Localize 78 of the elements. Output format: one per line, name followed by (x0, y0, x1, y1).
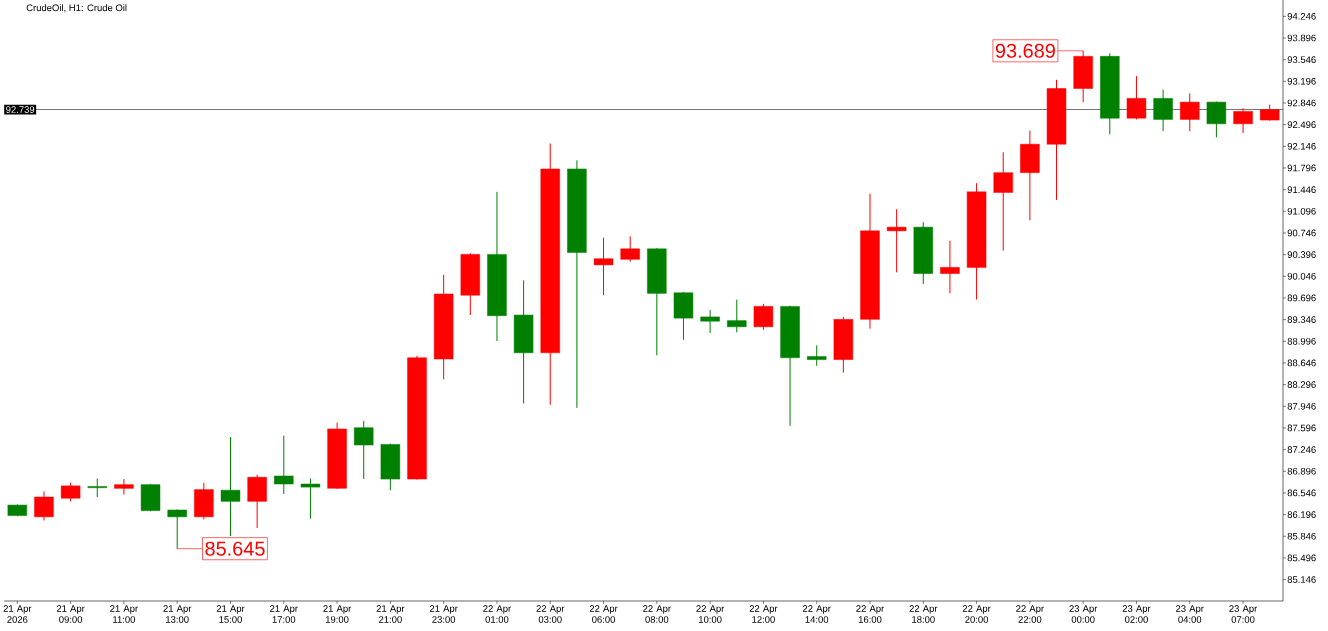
x-tick-label: 21 Apr 15:00 (216, 605, 245, 623)
y-tick-label: 91.796 (1287, 164, 1316, 172)
y-tick-label: 93.196 (1287, 77, 1316, 85)
candlestick (114, 478, 134, 496)
y-tick-label: 90.746 (1287, 229, 1316, 237)
candlestick (753, 303, 774, 331)
y-tick-label: 85.846 (1287, 532, 1316, 540)
y-tick-label: 87.246 (1287, 446, 1316, 453)
y-tick-label: 86.196 (1287, 511, 1316, 518)
x-tick-label: 22 Apr 03:00 (536, 605, 565, 623)
candlestick (220, 436, 241, 537)
x-tick-label: 21 Apr 17:00 (270, 605, 298, 623)
candlestick (274, 435, 294, 495)
y-tick-label: 89.696 (1287, 294, 1316, 302)
x-tick-label: 21 Apr 19:00 (323, 605, 352, 623)
x-tick-label: 22 Apr 20:00 (962, 605, 991, 623)
y-tick-label: 86.546 (1287, 489, 1316, 497)
candlestick (620, 235, 640, 263)
x-tick-label: 23 Apr 04:00 (1176, 605, 1204, 623)
y-tick-label: 88.996 (1287, 337, 1316, 345)
candlestick (300, 477, 321, 520)
x-tick-label: 21 Apr 09:00 (56, 605, 85, 623)
candlestick (60, 482, 81, 502)
candlestick (1233, 107, 1253, 134)
y-tick-label: 92.846 (1287, 99, 1316, 107)
x-tick-label: 21 Apr 23:00 (429, 605, 458, 623)
x-tick-label: 22 Apr 14:00 (802, 605, 831, 623)
candlestick (727, 299, 747, 333)
x-tick-label: 23 Apr 00:00 (1069, 605, 1098, 623)
candlestick (807, 344, 827, 367)
x-tick-label: 22 Apr 18:00 (909, 605, 938, 623)
x-tick-label: 22 Apr 08:00 (643, 605, 671, 623)
x-tick-label: 21 Apr 13:00 (163, 605, 192, 623)
y-tick-label: 91.096 (1287, 207, 1316, 215)
x-tick-label: 22 Apr 01:00 (483, 605, 511, 623)
candlestick (993, 151, 1013, 252)
y-tick-label: 86.896 (1287, 467, 1316, 475)
candlestick (886, 208, 907, 273)
candlestick (700, 309, 720, 334)
candlestick (1206, 101, 1227, 138)
candlestick (34, 490, 54, 522)
x-tick-label: 22 Apr 06:00 (589, 605, 618, 623)
x-tick-label: 23 Apr 02:00 (1122, 605, 1151, 623)
chart-title: CrudeOil, H1: Crude Oil (26, 4, 127, 13)
candlestick (87, 477, 107, 498)
y-tick-label: 88.296 (1287, 381, 1316, 388)
y-tick-label: 93.896 (1287, 34, 1316, 42)
y-tick-label: 93.546 (1287, 56, 1316, 64)
annotation: 85.645 (205, 541, 265, 556)
x-tick-label: 22 Apr 22:00 (1016, 605, 1044, 623)
x-tick-label: 22 Apr 10:00 (696, 605, 725, 623)
candlestick (1126, 75, 1147, 120)
x-tick-label: 21 Apr 11:00 (110, 605, 138, 623)
y-tick-label: 92.146 (1287, 142, 1316, 150)
candlestick (1180, 92, 1200, 132)
y-tick-label: 91.446 (1287, 186, 1316, 193)
y-tick-label: 87.596 (1287, 424, 1316, 432)
candlestick (354, 420, 374, 480)
ref-line-label: 92.739 (6, 106, 35, 113)
y-tick-label: 85.496 (1287, 554, 1316, 562)
y-tick-label: 85.146 (1287, 576, 1316, 583)
x-tick-label: 23 Apr 07:00 (1229, 605, 1258, 623)
candlestick (593, 237, 614, 296)
y-tick-label: 94.246 (1287, 12, 1316, 20)
candlestick (940, 240, 960, 294)
candlestick (1153, 89, 1173, 132)
annotation: 93.689 (995, 43, 1055, 58)
y-tick-label: 90.396 (1287, 251, 1316, 258)
y-tick-label: 87.946 (1287, 402, 1316, 410)
x-tick-label: 22 Apr 12:00 (749, 605, 778, 623)
y-tick-label: 92.496 (1287, 121, 1316, 128)
y-tick-label: 88.646 (1287, 359, 1316, 367)
y-tick-label: 89.346 (1287, 316, 1316, 323)
x-tick-label: 21 Apr 2026 (3, 605, 32, 623)
x-tick-label: 21 Apr 21:00 (376, 605, 405, 623)
y-tick-label: 90.046 (1287, 272, 1316, 280)
candlestick (167, 508, 187, 550)
x-tick-label: 22 Apr 16:00 (856, 605, 885, 623)
